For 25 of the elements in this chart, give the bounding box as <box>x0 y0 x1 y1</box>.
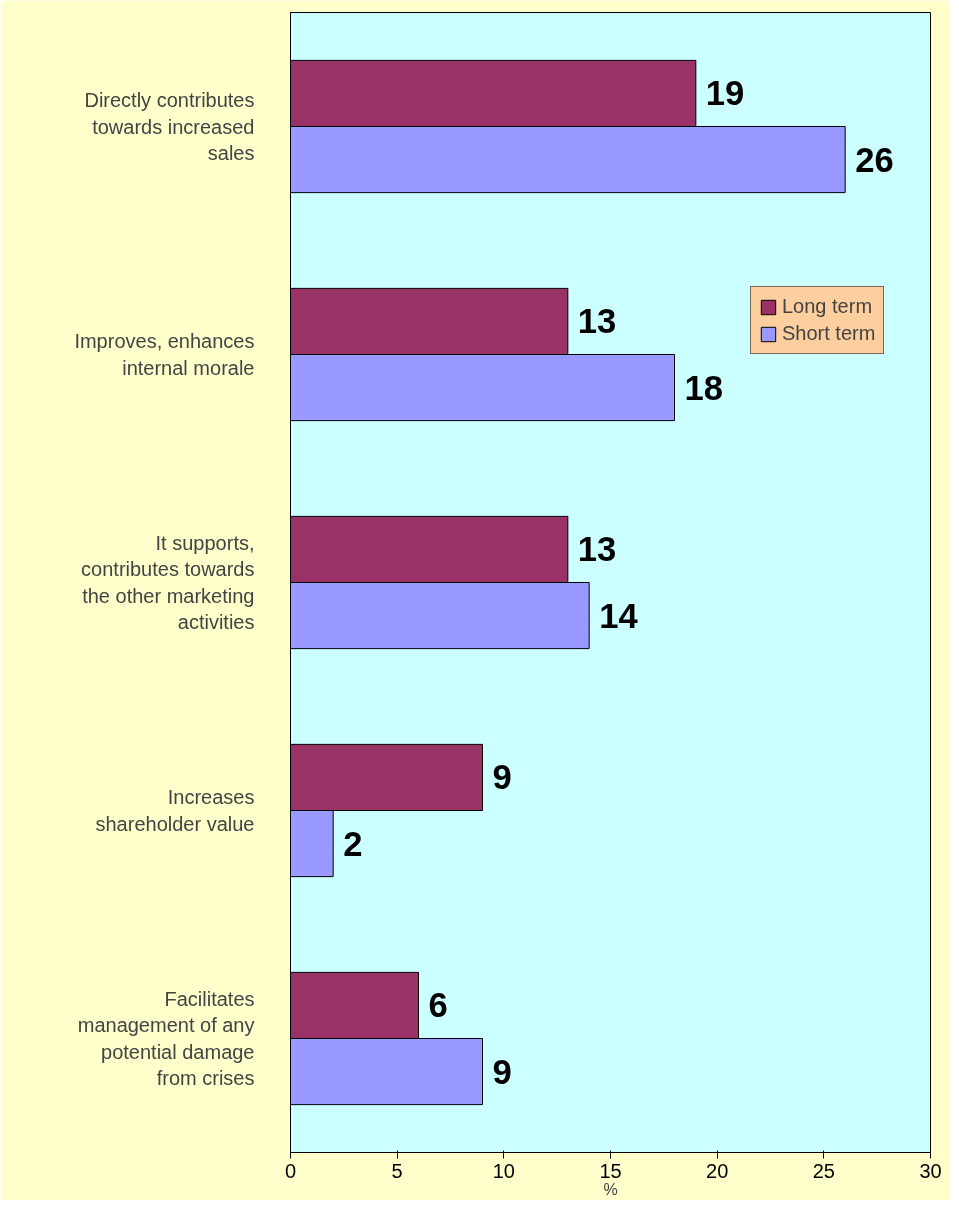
data-label: 13 <box>577 530 617 569</box>
x-tick-label: 30 <box>919 1159 942 1182</box>
legend-label: Short term <box>782 322 876 345</box>
y-tick-label: Directly contributes towards increased sales <box>84 89 255 164</box>
y-tick-label: Facilitates management of any potential damage from crises <box>77 987 255 1090</box>
x-tick-label: 0 <box>284 1159 297 1182</box>
data-label: 9 <box>492 1052 512 1091</box>
x-tick-label: 25 <box>812 1159 835 1182</box>
data-label: 2 <box>343 824 363 863</box>
x-tick-label: 5 <box>391 1159 403 1182</box>
data-label: 13 <box>577 302 617 341</box>
y-tick-label: It supports, contributes towards the other marketing activities <box>81 531 255 634</box>
legend-label: Long term <box>782 295 873 318</box>
data-label: 26 <box>855 140 894 179</box>
data-label: 18 <box>684 368 724 407</box>
data-label: 6 <box>428 986 448 1025</box>
y-tick-label: Improves, enhances internal morale <box>74 330 255 379</box>
x-tick-label: 10 <box>492 1159 515 1182</box>
data-label: 9 <box>492 758 512 797</box>
x-tick-label: 20 <box>706 1159 729 1182</box>
x-axis-title: % <box>603 1180 618 1198</box>
y-tick-label: Increases shareholder value <box>95 786 255 835</box>
x-tick-label: 15 <box>599 1159 622 1182</box>
data-label: 19 <box>705 74 745 113</box>
data-label: 14 <box>599 596 639 635</box>
